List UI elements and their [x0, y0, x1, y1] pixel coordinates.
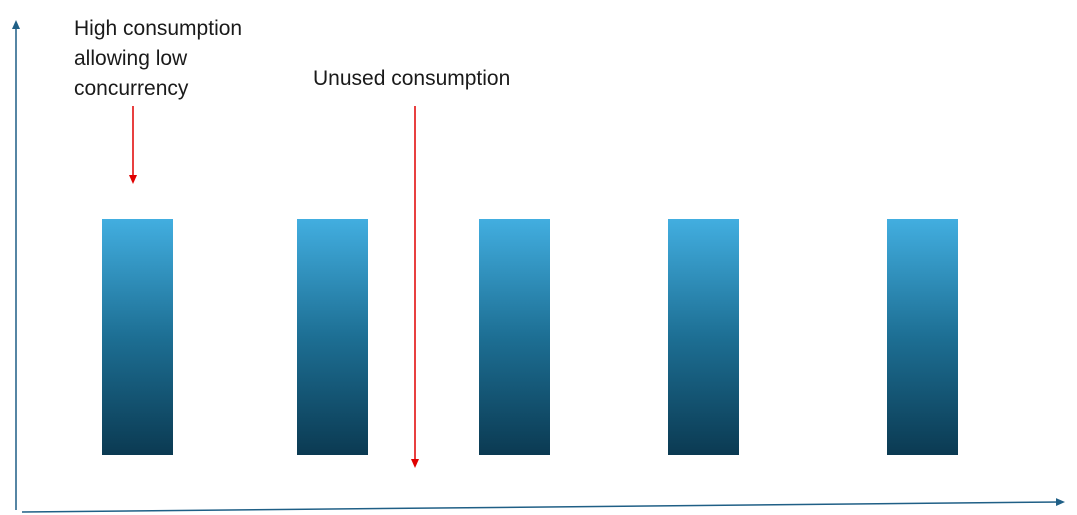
bar: [102, 219, 173, 455]
x-axis: [21, 498, 1065, 513]
bar: [887, 219, 958, 455]
bar: [479, 219, 550, 455]
bar: [668, 219, 739, 455]
annotation-line: High consumption: [74, 17, 242, 40]
bar: [297, 219, 368, 455]
annotation-line: Unused consumption: [313, 67, 510, 90]
annotation-line: allowing low: [74, 47, 188, 70]
annotation-line: concurrency: [74, 77, 189, 100]
